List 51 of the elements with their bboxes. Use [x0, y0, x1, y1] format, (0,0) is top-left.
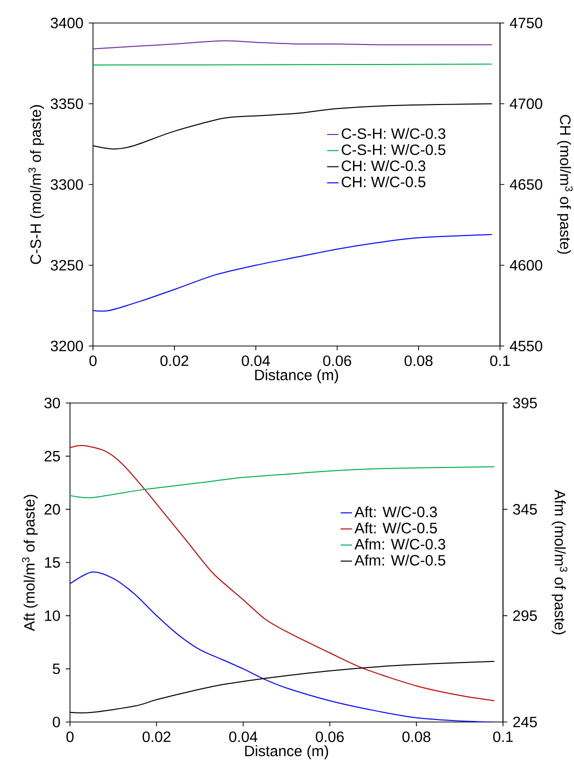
y2-tick-label: 245: [513, 716, 537, 728]
x-tick-label: 0.04: [229, 731, 258, 742]
line-series: [93, 234, 492, 312]
x-tick-label: 0.06: [316, 731, 344, 742]
y2-tick-label: 295: [513, 610, 537, 621]
x-tick-label: 0.1: [490, 355, 510, 366]
x-tick-label: 0.02: [160, 355, 188, 366]
x-tick-label: 0: [89, 355, 97, 366]
y2-tick-label: 4750: [510, 18, 542, 28]
x-tick-label: 0.1: [493, 731, 513, 742]
x-tick-label: 0.02: [142, 731, 170, 742]
y2-tick-label: 4700: [510, 98, 542, 110]
line-series: [93, 40, 492, 50]
y-tick-label: 30: [44, 398, 60, 408]
line-series: [70, 445, 495, 702]
legend-label: CH: W/C-0.3: [342, 160, 426, 172]
y-tick-label: 10: [45, 610, 60, 621]
legend-label: C-S-H: W/C-0.3: [342, 128, 446, 139]
legend-label: C-S-H: W/C-0.5: [342, 144, 446, 156]
y2-tick-label: 4550: [510, 340, 542, 352]
x-tick-label: 0.04: [242, 355, 270, 366]
y-axis-title: Aft (mol/m$^{3}$ of paste): [22, 494, 38, 632]
legend-label: Afm: W/C-0.5: [354, 554, 446, 566]
legend-label: Aft: W/C-0.3: [354, 506, 437, 518]
y-tick-label: 3250: [50, 260, 83, 271]
y-tick-label: 3350: [50, 98, 83, 110]
y-axis-title: C-S-H (mol/m$^{3}$ of paste): [28, 105, 44, 264]
x-tick-label: 0.08: [404, 355, 433, 366]
legend-label: CH: W/C-0.5: [342, 176, 426, 188]
y-tick-label: 25: [44, 450, 60, 462]
x-axis-title: Distance (m): [255, 369, 338, 384]
y-tick-label: 3300: [50, 179, 83, 190]
y-tick-label: 5: [52, 664, 60, 674]
y-tick-label: 3200: [50, 340, 83, 352]
y2-axis-title: CH (mol/m$^{3}$ of paste): [557, 114, 573, 254]
x-tick-label: 0.08: [402, 731, 430, 742]
y2-tick-label: 4650: [510, 179, 542, 190]
y2-axis-title: Afm (mol/m$^{3}$ of paste): [552, 490, 568, 634]
y-tick-label: 15: [45, 557, 60, 568]
legend-label: Aft: W/C-0.5: [354, 522, 437, 534]
y2-tick-label: 345: [513, 504, 537, 515]
x-axis-title: Distance (m): [245, 745, 328, 760]
line-series: [70, 466, 495, 498]
line-series: [70, 572, 495, 722]
y2-tick-label: 395: [513, 398, 537, 408]
y-tick-label: 3400: [50, 18, 83, 28]
x-tick-label: 0.06: [323, 355, 352, 366]
legend-label: Afm: W/C-0.3: [354, 538, 446, 550]
y2-tick-label: 4600: [510, 260, 542, 271]
y-tick-label: 20: [44, 504, 60, 515]
y-tick-label: 0: [52, 716, 60, 728]
